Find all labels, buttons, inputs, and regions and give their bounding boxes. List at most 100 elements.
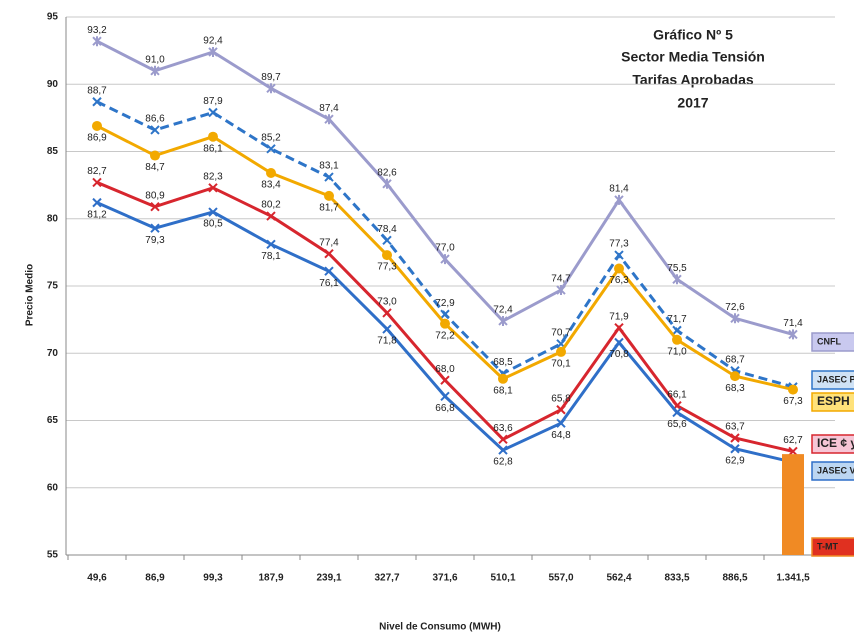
marker [324,190,334,201]
marker [440,391,450,401]
data-label: 75,5 [667,263,687,274]
x-tick-label: 239,1 [316,573,341,584]
data-label: 65,6 [667,419,687,430]
data-label: 76,1 [319,278,339,289]
data-label: 71,0 [667,346,687,357]
y-tick-label: 60 [47,482,59,493]
data-label: 83,4 [261,180,281,191]
bar [782,454,804,555]
marker [440,309,450,319]
data-label: 68,7 [725,354,745,365]
marker [208,207,218,217]
marker [440,375,450,385]
data-label: 72,6 [725,302,745,313]
marker [208,131,218,142]
data-label: 62,7 [783,435,803,446]
legend-box [811,332,854,352]
marker [672,274,682,285]
legend-box [811,392,854,412]
x-tick-label: 327,7 [374,573,399,584]
marker [92,197,102,208]
data-label: 87,9 [203,96,223,107]
data-label: 68,5 [493,357,513,368]
marker [498,445,508,455]
marker [266,211,276,221]
y-tick-label: 95 [47,12,59,23]
data-label: 81,2 [87,209,107,220]
marker [556,346,566,357]
data-label: 72,9 [435,298,455,309]
y-tick-label: 85 [47,146,59,157]
legend-box [811,537,854,557]
data-label: 82,3 [203,171,223,182]
y-tick-label: 70 [47,348,59,359]
data-label: 77,3 [377,262,397,273]
x-tick-label: 49,6 [87,573,107,584]
data-label: 64,8 [551,430,571,441]
marker [730,371,740,382]
marker [92,177,102,188]
data-label: 85,2 [261,132,281,143]
marker [788,446,798,457]
y-tick-label: 80 [47,213,59,224]
data-label: 71,4 [783,318,803,329]
x-tick-label: 557,0 [548,573,573,584]
y-tick-label: 55 [47,550,59,561]
marker [382,178,392,189]
marker [208,183,218,193]
marker [382,308,392,318]
marker [730,433,740,443]
data-label: 89,7 [261,72,281,83]
marker [208,107,218,118]
legend-label: ICE ¢ y [817,436,854,450]
data-label: 71,8 [377,336,397,347]
marker [730,444,740,454]
marker [382,324,392,334]
x-tick-label: 886,5 [722,573,747,584]
marker [440,254,450,265]
x-tick-label: 371,6 [432,573,457,584]
marker [150,223,160,233]
data-label: 84,7 [145,162,165,173]
data-label: 91,0 [145,54,165,65]
marker [614,194,624,205]
data-label: 68,3 [725,383,745,394]
data-label: 76,3 [609,275,629,286]
marker [614,337,624,348]
data-label: 87,4 [319,103,339,114]
data-label: 82,6 [377,167,397,178]
marker [614,322,624,333]
data-label: 80,2 [261,200,281,211]
y-axis-label: Precio Medio [25,264,36,326]
data-label: 70,8 [609,349,629,360]
marker [556,418,566,428]
chart-title: Tarifas Aprobadas [632,72,754,88]
data-label: 63,7 [725,422,745,433]
y-tick-label: 90 [47,79,59,90]
marker [498,434,508,445]
data-label: 83,1 [319,161,339,172]
legend-label: JASEC Pr [817,374,854,384]
data-label: 93,2 [87,25,107,36]
data-label: 77,3 [609,239,629,250]
data-label: 71,9 [609,311,629,322]
y-tick-label: 75 [47,281,59,292]
marker [266,168,276,179]
marker [556,285,566,296]
chart-title: Gráfico Nº 5 [653,27,733,43]
data-label: 71,7 [667,314,687,325]
y-tick-label: 65 [47,415,59,426]
data-label: 68,0 [435,364,455,375]
data-label: 70,7 [551,327,571,338]
data-label: 70,1 [551,359,571,370]
marker [324,249,334,259]
data-label: 86,6 [145,114,165,125]
marker [150,201,160,212]
marker [266,83,276,94]
marker [324,266,334,276]
marker [382,250,392,261]
marker [672,407,682,418]
data-label: 66,8 [435,403,455,414]
data-label: 63,6 [493,423,513,434]
